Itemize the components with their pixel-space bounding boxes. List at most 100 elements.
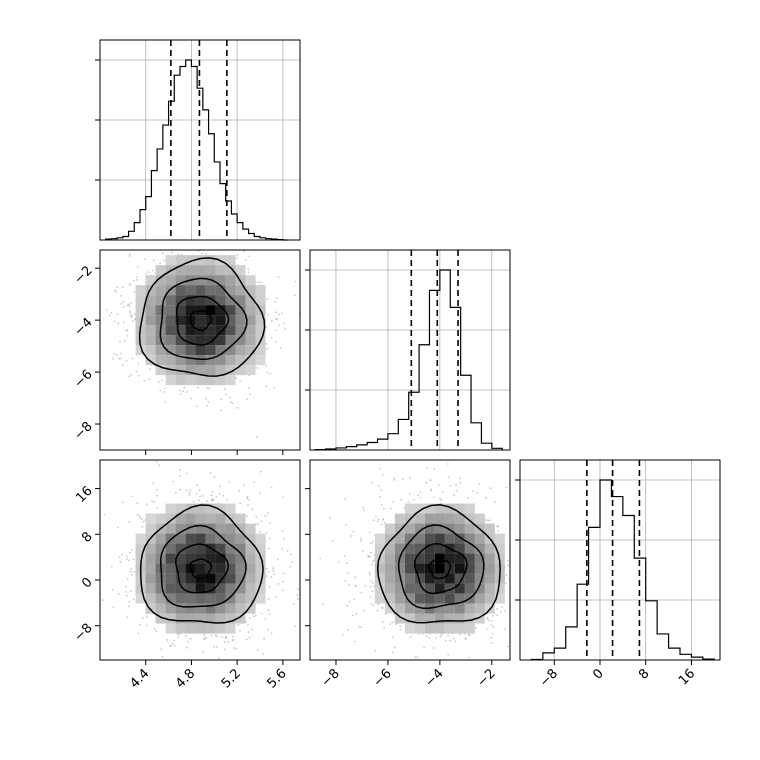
- sample-point: [120, 295, 122, 297]
- density-cell: [215, 593, 226, 604]
- density-cell: [434, 543, 445, 554]
- sample-point: [433, 468, 435, 470]
- sample-point: [130, 302, 133, 304]
- sample-point: [136, 513, 139, 516]
- density-cell: [215, 305, 226, 316]
- density-cell: [235, 345, 246, 356]
- sample-point: [291, 561, 293, 563]
- contour-line: [175, 543, 230, 594]
- sample-point: [369, 573, 371, 576]
- sample-point: [281, 530, 284, 532]
- density-cell: [444, 523, 455, 534]
- sample-point: [381, 607, 384, 609]
- sample-point: [218, 492, 221, 495]
- sample-point: [122, 300, 125, 303]
- density-cell: [424, 533, 435, 544]
- sample-point: [453, 668, 455, 670]
- sample-point: [249, 393, 252, 396]
- density-cell: [394, 533, 405, 544]
- sample-point: [260, 520, 263, 523]
- density-cell: [225, 573, 236, 584]
- sample-point: [389, 623, 392, 625]
- sample-point: [395, 623, 397, 626]
- sample-point: [163, 259, 166, 262]
- density-cell: [245, 583, 256, 594]
- histogram-step: [314, 269, 503, 451]
- sample-point: [243, 484, 246, 486]
- sample-point: [201, 495, 204, 497]
- histogram-step: [530, 479, 715, 661]
- sample-point: [468, 633, 471, 636]
- sample-point: [391, 651, 394, 654]
- density-cell: [165, 335, 176, 346]
- density-cell: [175, 315, 186, 326]
- density-cell: [464, 543, 475, 554]
- sample-point: [209, 472, 212, 475]
- density-cell: [235, 355, 246, 366]
- sample-point: [131, 573, 133, 576]
- sample-point: [490, 619, 493, 622]
- density-cell: [255, 355, 266, 366]
- sample-point: [172, 480, 175, 483]
- sample-point: [280, 312, 283, 315]
- density-cell: [374, 543, 385, 554]
- sample-point: [129, 570, 132, 573]
- sample-point: [444, 639, 447, 642]
- sample-point: [246, 398, 249, 401]
- density-cell: [175, 563, 186, 574]
- density-cell: [185, 345, 196, 356]
- sample-point: [128, 305, 131, 307]
- density-cell: [165, 375, 176, 386]
- sample-point: [275, 311, 277, 314]
- sample-point: [348, 600, 351, 603]
- sample-point: [132, 598, 135, 601]
- sample-point: [90, 248, 92, 250]
- contour-line: [159, 277, 248, 360]
- density-cell: [215, 513, 226, 524]
- density-cell: [205, 325, 216, 336]
- density-cell: [205, 533, 216, 544]
- sample-point: [223, 641, 226, 643]
- sample-point: [251, 628, 253, 631]
- sample-point: [210, 634, 213, 637]
- density-cell: [145, 335, 156, 346]
- contour-line: [138, 257, 266, 377]
- sample-point: [496, 525, 498, 528]
- density-cell: [245, 305, 256, 316]
- sample-point: [270, 632, 273, 635]
- density-cell: [424, 623, 435, 634]
- density-cell: [215, 613, 226, 624]
- sample-point: [141, 526, 144, 528]
- sample-point: [177, 253, 180, 256]
- density-cell: [384, 593, 395, 604]
- sample-point: [169, 695, 171, 697]
- density-cell: [165, 305, 176, 316]
- density-cell: [424, 583, 435, 594]
- density-cell: [384, 603, 395, 614]
- sample-point: [455, 484, 457, 486]
- density-cell: [245, 553, 256, 564]
- sample-point: [265, 385, 268, 388]
- density-cell: [185, 503, 196, 514]
- density-cell: [215, 315, 226, 326]
- density-cell: [155, 513, 166, 524]
- density-cell: [175, 593, 186, 604]
- sample-point: [360, 591, 363, 594]
- density-cell: [175, 355, 186, 366]
- sample-point: [256, 649, 259, 651]
- density-cell: [225, 523, 236, 534]
- sample-point: [121, 501, 124, 504]
- sample-point: [188, 494, 191, 496]
- sample-point: [196, 386, 199, 389]
- sample-point: [518, 576, 520, 578]
- sample-point: [185, 635, 188, 637]
- sample-point: [155, 630, 158, 632]
- sample-point: [174, 240, 176, 242]
- density-cell: [414, 623, 425, 634]
- density-cell: [205, 593, 216, 604]
- density-cell: [145, 315, 156, 326]
- density-cell: [205, 613, 216, 624]
- sample-point: [112, 606, 115, 609]
- sample-point: [375, 515, 377, 518]
- density-cell: [135, 295, 146, 306]
